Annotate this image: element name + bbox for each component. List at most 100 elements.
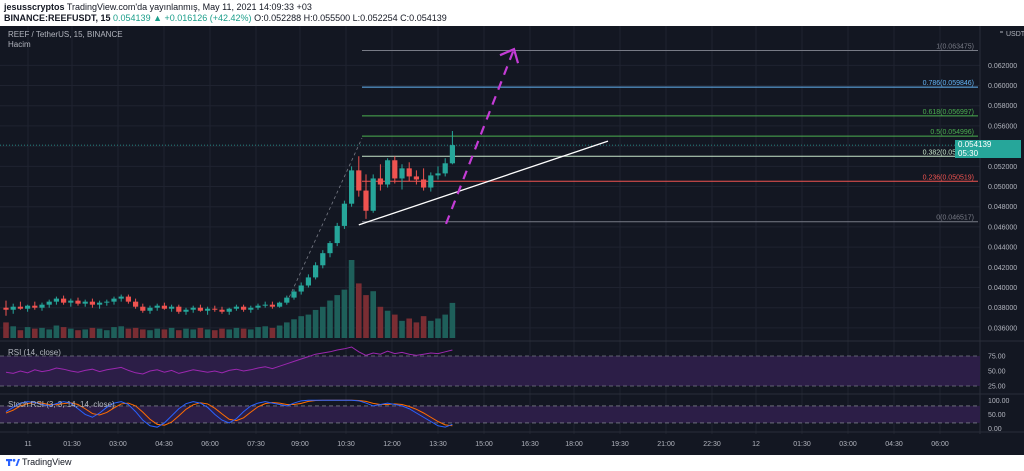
stoch-legend: Stoch RSI (3, 3, 14, 14, close)	[8, 400, 115, 409]
candle-body	[370, 178, 376, 211]
price-axis-unit: USDT	[1006, 31, 1024, 38]
candle-body	[183, 309, 189, 312]
candle-body	[442, 163, 448, 174]
volume-bar	[219, 328, 225, 338]
time-axis-label: 04:30	[155, 441, 173, 448]
price-axis-label: 0.036000	[988, 325, 1017, 332]
bar-countdown: 05:30	[958, 149, 979, 159]
candle-body	[219, 309, 225, 312]
ohlc-values: O:0.052288 H:0.055500 L:0.052254 C:0.054…	[254, 13, 447, 23]
candle-body	[53, 298, 59, 302]
candle-body	[147, 307, 153, 311]
chart-svg[interactable]: 1(0.063475) 0.786(0.059846) 0.618(0.056997…	[0, 26, 1024, 455]
volume-bar	[312, 309, 319, 338]
price-axis-label: 0.048000	[988, 204, 1017, 211]
volume-bar	[82, 329, 88, 338]
volume-bar	[10, 326, 16, 338]
stoch-k-line	[5, 399, 453, 428]
candle-body	[334, 225, 340, 244]
tradingview-brand[interactable]: TradingView	[22, 457, 72, 467]
stoch-axis-label: 50.00	[988, 412, 1006, 419]
chart-area[interactable]: 1(0.063475) 0.786(0.059846) 0.618(0.056997…	[0, 26, 1024, 455]
volume-bar	[255, 327, 261, 338]
volume-bar	[327, 300, 333, 338]
candle-body	[190, 307, 196, 310]
time-axis-label: 15:00	[475, 441, 493, 448]
price-axis-label: 0.052000	[988, 164, 1017, 171]
candle-body	[205, 308, 211, 311]
candle-body	[363, 190, 369, 211]
author-name[interactable]: jesusscryptos	[4, 2, 65, 12]
last-price-tag: 0.054139 05:30	[955, 140, 1021, 159]
time-axis-label: 03:00	[109, 441, 127, 448]
price-axis-label: 0.038000	[988, 305, 1017, 312]
candle-body	[82, 301, 88, 304]
fib-level-label: 0.618(0.056997)	[923, 109, 974, 116]
fib-level-label: 0.5(0.054996)	[930, 129, 974, 136]
candle-body	[75, 300, 81, 304]
time-axis-label: 18:00	[565, 441, 583, 448]
time-axis-bg	[0, 434, 1024, 455]
candle-body	[140, 306, 146, 311]
time-axis-label: 03:00	[839, 441, 857, 448]
time-axis-label: 16:30	[521, 441, 539, 448]
fib-level-label: 0.382(0.052995)	[923, 149, 974, 156]
volume-bar	[125, 328, 132, 338]
fib-anchor-dash	[286, 137, 363, 303]
volume-bar	[406, 318, 412, 338]
volume-bar	[262, 326, 268, 338]
volume-bar	[53, 325, 60, 338]
candle-body	[320, 253, 326, 266]
volume-bar	[334, 295, 340, 338]
volume-bar	[147, 330, 153, 338]
candle-body	[118, 296, 124, 299]
time-axis-label: 10:30	[337, 441, 355, 448]
time-axis-label: 01:30	[63, 441, 81, 448]
volume-bar	[190, 329, 196, 338]
volume-bar	[413, 322, 420, 338]
volume-bar	[197, 327, 204, 338]
price-axis-label: 0.042000	[988, 265, 1017, 272]
candle-body	[284, 297, 290, 303]
volume-bar	[320, 306, 326, 338]
symbol-label: BINANCE:REEFUSDT, 15	[4, 13, 111, 23]
candle-body	[341, 203, 347, 226]
rsi-line	[5, 346, 453, 375]
time-axis-label: 21:00	[657, 441, 675, 448]
candle-body	[277, 302, 283, 307]
candle-body	[125, 296, 131, 302]
volume-bar	[442, 314, 448, 338]
volume-bar	[32, 328, 38, 338]
stoch-d-line	[5, 399, 453, 427]
candle-body	[176, 306, 182, 312]
time-axis-label: 19:30	[611, 441, 629, 448]
volume-bar	[96, 328, 103, 338]
volume-bar	[348, 260, 355, 338]
candle-body	[212, 308, 218, 310]
candle-body	[17, 306, 23, 309]
fib-level-label: 1(0.063475)	[936, 43, 974, 50]
candle-body	[104, 301, 110, 303]
time-axis-label: 12:00	[383, 441, 401, 448]
candle-body	[406, 168, 412, 177]
volume-bar	[140, 329, 146, 338]
time-axis-label: 22:30	[703, 441, 721, 448]
volume-bar	[384, 310, 391, 338]
candle-body	[46, 301, 52, 305]
header-line-2: BINANCE:REEFUSDT, 15 0.054139 ▲ +0.01612…	[4, 13, 447, 23]
time-axis-label: 11	[24, 441, 31, 448]
time-axis-label: 04:30	[885, 441, 903, 448]
candle-body	[89, 301, 95, 305]
candle-body	[291, 291, 297, 298]
volume-bar	[176, 330, 182, 338]
candle-body	[61, 298, 67, 303]
candle-body	[377, 178, 383, 185]
time-axis-label: 13:30	[429, 441, 447, 448]
candle-body	[10, 306, 16, 310]
volume-bar	[305, 314, 312, 338]
stoch-band	[0, 405, 980, 423]
volume-bar	[204, 329, 211, 338]
rsi-band	[0, 356, 980, 386]
candle-body	[226, 308, 232, 312]
